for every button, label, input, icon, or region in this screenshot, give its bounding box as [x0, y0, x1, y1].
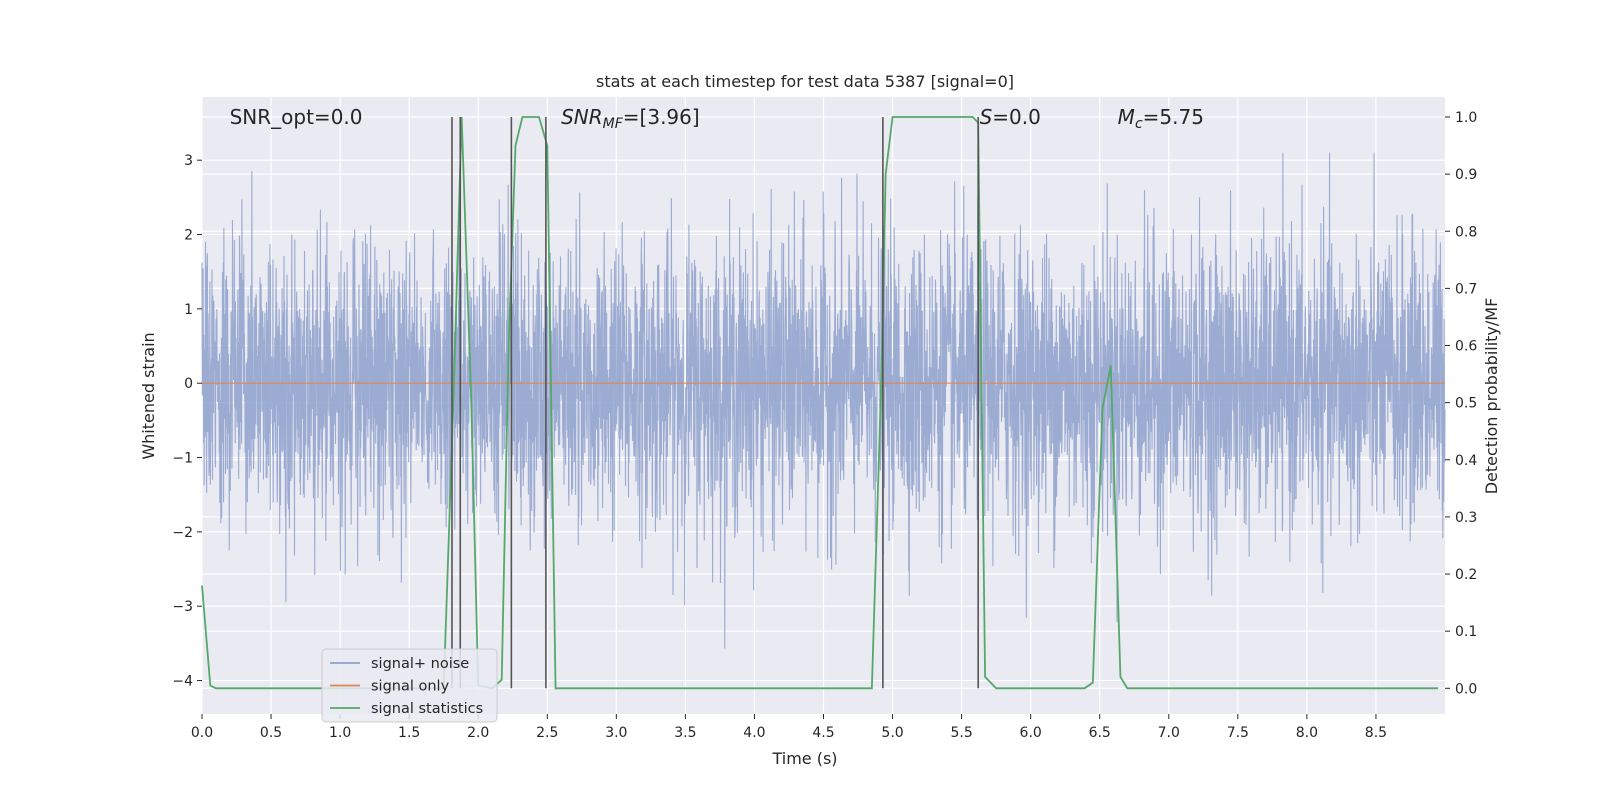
x-tick-label: 0.0 [191, 725, 213, 741]
y-right-tick-label: 0.1 [1455, 624, 1477, 640]
y-right-tick-label: 0.3 [1455, 510, 1477, 526]
annotation: S=0.0 [980, 105, 1041, 129]
y-left-tick-label: −3 [172, 599, 193, 615]
x-tick-label: 7.5 [1227, 725, 1249, 741]
chart-title: stats at each timestep for test data 538… [596, 72, 1014, 91]
y-left-tick-label: 3 [184, 153, 193, 169]
series-signal-noise [201, 152, 1446, 649]
x-tick-label: 1.0 [329, 725, 351, 741]
x-tick-label: 4.5 [812, 725, 834, 741]
y-left-tick-label: −1 [172, 451, 193, 467]
y-right-tick-label: 0.0 [1455, 681, 1477, 697]
x-tick-label: 1.5 [398, 725, 420, 741]
y-right-tick-label: 1.0 [1455, 110, 1477, 126]
y-left-tick-label: −4 [172, 674, 193, 690]
y-axis-label-left: Whitened strain [139, 332, 158, 459]
y-left-tick-label: 2 [184, 228, 193, 244]
y-right-tick-label: 0.8 [1455, 224, 1477, 240]
annotation: Mc=5.75 [1118, 105, 1204, 132]
x-tick-label: 8.5 [1365, 725, 1387, 741]
y-right-tick-label: 0.9 [1455, 167, 1477, 183]
series-signal-statistics [201, 116, 1439, 690]
x-tick-label: 5.5 [950, 725, 972, 741]
y-left-tick-label: 0 [184, 376, 193, 392]
x-tick-label: 6.5 [1089, 725, 1111, 741]
legend-label: signal only [371, 679, 450, 695]
x-tick-label: 2.0 [467, 725, 489, 741]
y-right-tick-label: 0.7 [1455, 281, 1477, 297]
x-tick-label: 8.0 [1296, 725, 1318, 741]
y-right-tick-label: 0.4 [1455, 453, 1477, 469]
x-axis-label: Time (s) [771, 749, 837, 768]
y-left-tick-label: −2 [172, 525, 193, 541]
legend-label: signal statistics [371, 701, 483, 717]
x-tick-label: 3.0 [605, 725, 627, 741]
x-tick-label: 7.0 [1158, 725, 1180, 741]
x-tick-label: 0.5 [260, 725, 282, 741]
y-left-tick-label: 1 [184, 302, 193, 318]
x-tick-label: 5.0 [881, 725, 903, 741]
y-right-tick-label: 0.2 [1455, 567, 1477, 583]
annotation: SNR_opt=0.0 [230, 105, 363, 129]
y-axis-label-right: Detection probability/MF [1482, 298, 1501, 495]
y-right-tick-label: 0.5 [1455, 396, 1477, 412]
x-tick-label: 6.0 [1020, 725, 1042, 741]
legend-label: signal+ noise [371, 656, 469, 672]
x-tick-label: 3.5 [674, 725, 696, 741]
x-tick-label: 4.0 [743, 725, 765, 741]
x-tick-label: 2.5 [536, 725, 558, 741]
legend-box [321, 648, 498, 723]
annotation: SNRMF=[3.96] [561, 105, 700, 132]
y-right-tick-label: 0.6 [1455, 339, 1477, 355]
